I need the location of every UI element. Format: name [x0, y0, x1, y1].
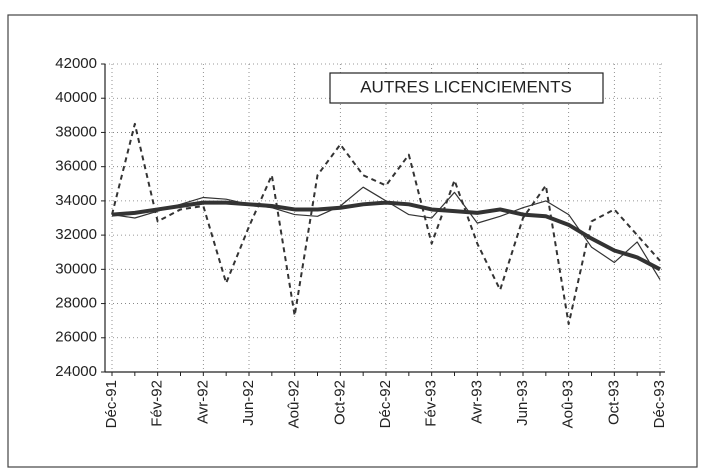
chart-title: AUTRES LICENCIEMENTS — [360, 77, 572, 96]
y-tick-label: 40000 — [55, 89, 97, 106]
y-tick-label: 42000 — [55, 55, 97, 72]
x-tick-label: Déc-92 — [377, 380, 394, 428]
x-tick-label: Fév-92 — [149, 380, 166, 427]
x-tick-label: Aoû-92 — [286, 380, 303, 428]
y-tick-label: 26000 — [55, 329, 97, 346]
title-box — [329, 72, 604, 104]
line-series — [111, 200, 661, 272]
x-tick-label: Déc-93 — [651, 380, 668, 428]
y-tick-label: 32000 — [55, 226, 97, 243]
x-tick-label: Avr-93 — [468, 380, 485, 424]
x-tick-label: Fév-93 — [423, 380, 440, 427]
y-tick-label: 36000 — [55, 158, 97, 175]
x-tick-label: Déc-91 — [103, 380, 120, 428]
x-tick-label: Jun-92 — [240, 380, 257, 426]
y-tick-label: 24000 — [55, 363, 97, 380]
y-tick-label: 30000 — [55, 260, 97, 277]
x-tick-label: Jun-93 — [514, 380, 531, 426]
x-tick-label: Oct-93 — [605, 380, 622, 425]
x-tick-label: Aoû-93 — [560, 380, 577, 428]
y-tick-label: 38000 — [55, 123, 97, 140]
y-tick-label: 34000 — [55, 192, 97, 209]
line-series — [111, 122, 661, 326]
x-tick-label: Avr-92 — [194, 380, 211, 424]
frame — [7, 14, 698, 468]
x-tick-label: Oct-92 — [331, 380, 348, 425]
y-tick-label: 28000 — [55, 295, 97, 312]
